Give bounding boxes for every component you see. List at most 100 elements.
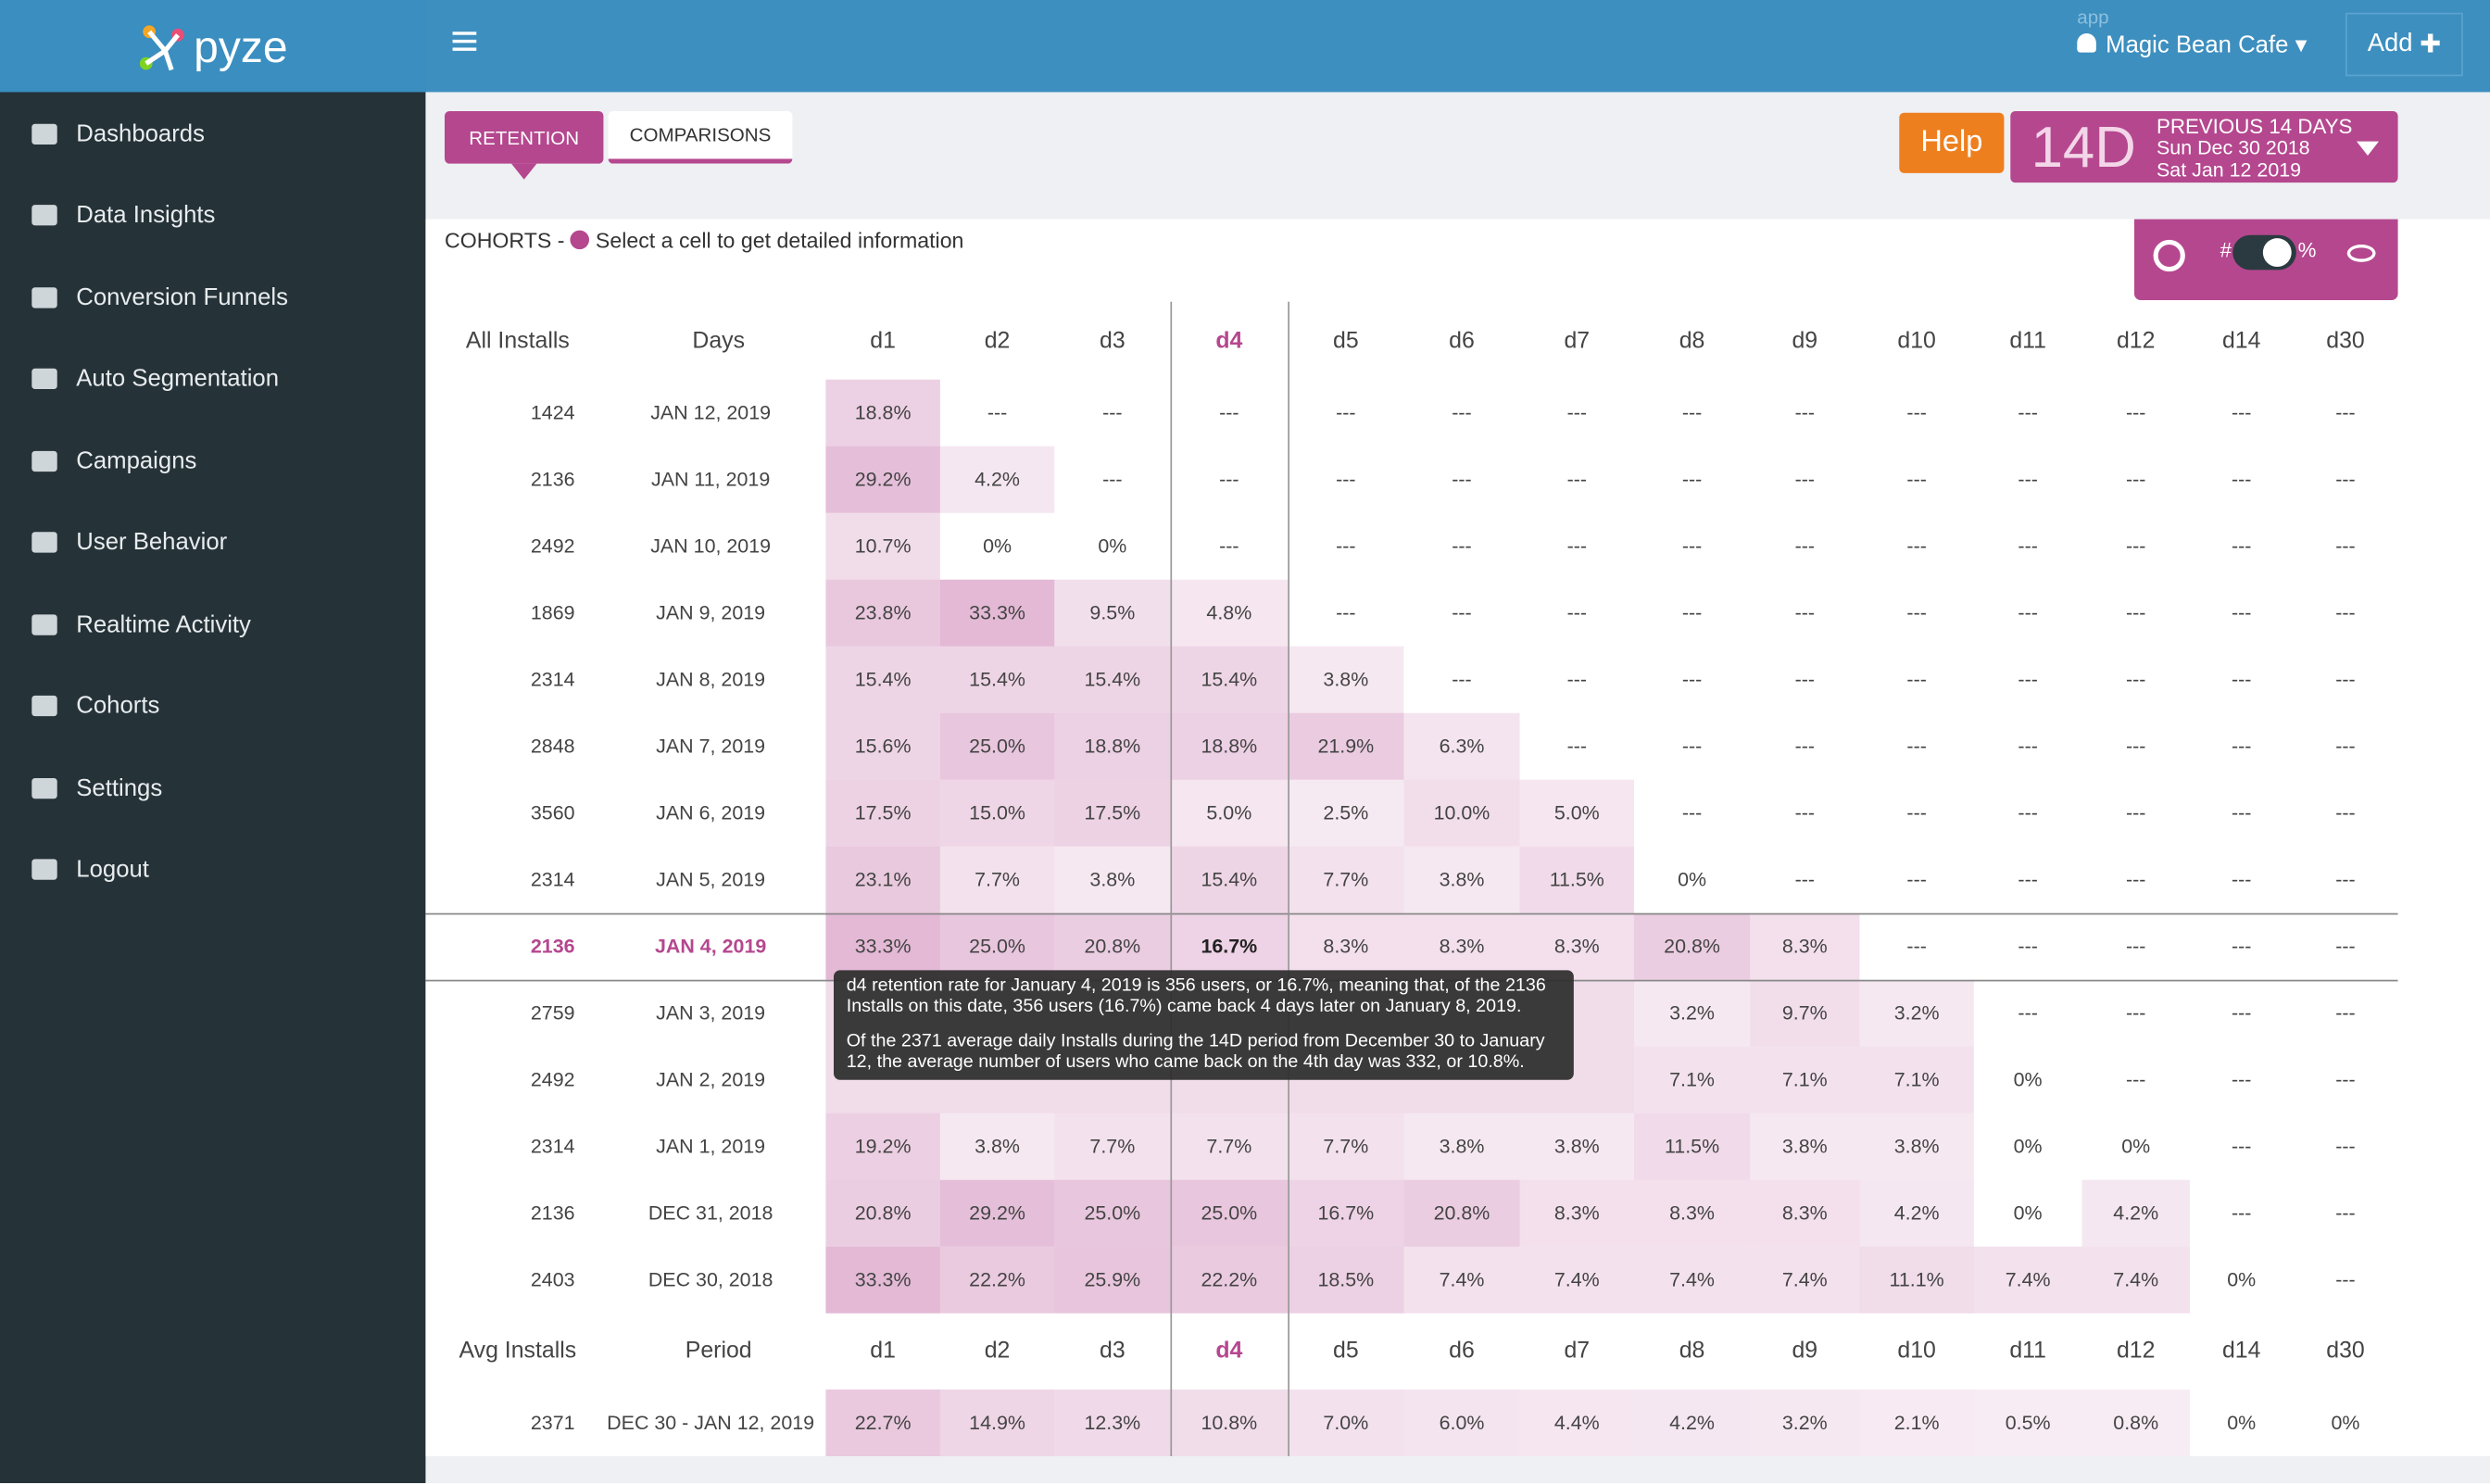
retention-cell[interactable]: 11.5% xyxy=(1519,846,1635,913)
retention-cell[interactable]: --- xyxy=(1566,668,1588,691)
period-selector[interactable]: 14D PREVIOUS 14 DAYS Sun Dec 30 2018 Sat… xyxy=(2010,111,2398,183)
retention-cell[interactable]: --- xyxy=(2126,1001,2146,1025)
retention-cell[interactable]: 20.8% xyxy=(1634,912,1751,980)
retention-cell[interactable]: --- xyxy=(1906,534,1927,558)
retention-cell[interactable]: --- xyxy=(1566,468,1588,491)
retention-cell[interactable]: 8.3% xyxy=(1750,912,1860,980)
retention-cell[interactable]: 4.4% xyxy=(1519,1390,1635,1457)
retention-cell[interactable]: 25.9% xyxy=(1054,1246,1171,1314)
retention-cell[interactable]: --- xyxy=(2335,1068,2356,1091)
retention-cell[interactable]: --- xyxy=(1906,401,1927,424)
retention-cell[interactable]: 0% xyxy=(2013,1201,2043,1225)
retention-cell[interactable]: 2.1% xyxy=(1859,1390,1974,1457)
retention-cell[interactable]: --- xyxy=(2018,534,2038,558)
retention-cell[interactable]: 3.8% xyxy=(1288,646,1404,713)
retention-cell[interactable]: --- xyxy=(2126,534,2146,558)
retention-cell[interactable]: --- xyxy=(2126,801,2146,824)
retention-cell[interactable]: 7.4% xyxy=(1750,1246,1860,1314)
retention-cell[interactable]: --- xyxy=(1681,534,1703,558)
retention-cell[interactable]: 4.2% xyxy=(1634,1390,1751,1457)
retention-cell[interactable]: 5.0% xyxy=(1519,779,1635,847)
retention-cell[interactable]: 15.4% xyxy=(1054,646,1171,713)
retention-cell[interactable]: --- xyxy=(2126,468,2146,491)
retention-cell[interactable]: --- xyxy=(2232,935,2252,958)
retention-cell[interactable]: --- xyxy=(1681,401,1703,424)
retention-cell[interactable]: --- xyxy=(2335,801,2356,824)
retention-cell[interactable]: --- xyxy=(1566,534,1588,558)
retention-cell[interactable]: --- xyxy=(2335,468,2356,491)
retention-cell[interactable]: 12.3% xyxy=(1054,1390,1171,1457)
retention-cell[interactable]: 3.8% xyxy=(1403,846,1520,913)
retention-cell[interactable]: 15.4% xyxy=(939,646,1055,713)
retention-cell[interactable]: 0.5% xyxy=(1973,1390,2082,1457)
retention-cell[interactable]: 14.9% xyxy=(939,1390,1055,1457)
menu-item[interactable]: Data Insights xyxy=(31,196,215,234)
retention-cell[interactable]: --- xyxy=(1566,401,1588,424)
retention-cell[interactable]: 7.7% xyxy=(1288,846,1404,913)
retention-cell[interactable]: 11.5% xyxy=(1634,1113,1751,1180)
retention-cell[interactable]: --- xyxy=(1566,735,1588,758)
retention-cell[interactable]: --- xyxy=(1906,601,1927,624)
retention-cell[interactable]: 10.7% xyxy=(825,512,940,580)
retention-cell[interactable]: 0% xyxy=(2331,1412,2360,1435)
retention-cell[interactable]: 0% xyxy=(1678,868,1707,891)
toggle[interactable] xyxy=(2232,234,2296,270)
retention-cell[interactable]: --- xyxy=(2335,534,2356,558)
retention-cell[interactable]: 25.0% xyxy=(939,912,1055,980)
retention-cell[interactable]: --- xyxy=(1336,601,1356,624)
retention-cell[interactable]: 3.8% xyxy=(1054,846,1171,913)
retention-cell[interactable]: --- xyxy=(2232,468,2252,491)
retention-cell[interactable]: 22.2% xyxy=(939,1246,1055,1314)
retention-cell[interactable]: --- xyxy=(1102,401,1123,424)
retention-cell[interactable]: 0% xyxy=(2227,1412,2257,1435)
retention-cell[interactable]: 18.5% xyxy=(1288,1246,1404,1314)
retention-cell[interactable]: 8.3% xyxy=(1634,1179,1751,1247)
retention-cell[interactable]: 6.3% xyxy=(1403,712,1520,780)
retention-cell[interactable]: --- xyxy=(1794,668,1816,691)
retention-cell[interactable]: --- xyxy=(1219,401,1239,424)
retention-cell[interactable]: 8.3% xyxy=(1288,912,1404,980)
menu-item[interactable]: Cohorts xyxy=(31,686,159,724)
retention-cell[interactable]: 7.4% xyxy=(1634,1246,1751,1314)
retention-cell[interactable]: 3.8% xyxy=(1403,1113,1520,1180)
help-button[interactable]: Help xyxy=(1899,112,2005,173)
retention-cell[interactable]: --- xyxy=(2232,1001,2252,1025)
retention-cell[interactable]: 0% xyxy=(2121,1135,2151,1158)
retention-cell[interactable]: 3.8% xyxy=(1859,1113,1974,1180)
retention-cell[interactable]: --- xyxy=(1452,534,1472,558)
retention-cell[interactable]: 3.8% xyxy=(939,1113,1055,1180)
retention-cell[interactable]: 29.2% xyxy=(825,446,940,513)
retention-cell[interactable]: 5.0% xyxy=(1170,779,1289,847)
retention-cell[interactable]: --- xyxy=(2126,1068,2146,1091)
retention-cell[interactable]: --- xyxy=(2335,668,2356,691)
retention-cell[interactable]: --- xyxy=(1794,601,1816,624)
retention-cell[interactable]: 16.7% xyxy=(1170,912,1289,980)
retention-cell[interactable]: 15.4% xyxy=(1170,846,1289,913)
retention-cell[interactable]: 0% xyxy=(2227,1268,2257,1291)
retention-cell[interactable]: 22.7% xyxy=(825,1390,940,1457)
retention-cell[interactable]: --- xyxy=(1794,468,1816,491)
retention-cell[interactable]: 33.3% xyxy=(825,912,940,980)
retention-cell[interactable]: 8.3% xyxy=(1519,912,1635,980)
retention-cell[interactable]: 8.3% xyxy=(1519,1179,1635,1247)
retention-cell[interactable]: --- xyxy=(1336,401,1356,424)
retention-cell[interactable]: 0.8% xyxy=(2081,1390,2191,1457)
retention-cell[interactable]: 15.0% xyxy=(939,779,1055,847)
refresh-button[interactable] xyxy=(2153,239,2185,272)
retention-cell[interactable]: --- xyxy=(2126,735,2146,758)
retention-cell[interactable]: 11.1% xyxy=(1859,1246,1974,1314)
retention-cell[interactable]: --- xyxy=(1681,735,1703,758)
retention-cell[interactable]: --- xyxy=(1681,468,1703,491)
retention-cell[interactable]: --- xyxy=(1794,735,1816,758)
retention-cell[interactable]: 4.2% xyxy=(2081,1179,2191,1247)
retention-cell[interactable]: --- xyxy=(2232,668,2252,691)
retention-cell[interactable]: 33.3% xyxy=(939,579,1055,647)
retention-cell[interactable]: 15.6% xyxy=(825,712,940,780)
retention-cell[interactable]: --- xyxy=(2018,1001,2038,1025)
retention-cell[interactable]: --- xyxy=(2018,468,2038,491)
menu-item[interactable]: Conversion Funnels xyxy=(31,278,288,316)
retention-cell[interactable]: --- xyxy=(2018,401,2038,424)
retention-cell[interactable]: --- xyxy=(2335,1001,2356,1025)
retention-cell[interactable]: --- xyxy=(2018,868,2038,891)
retention-cell[interactable]: 22.2% xyxy=(1170,1246,1289,1314)
